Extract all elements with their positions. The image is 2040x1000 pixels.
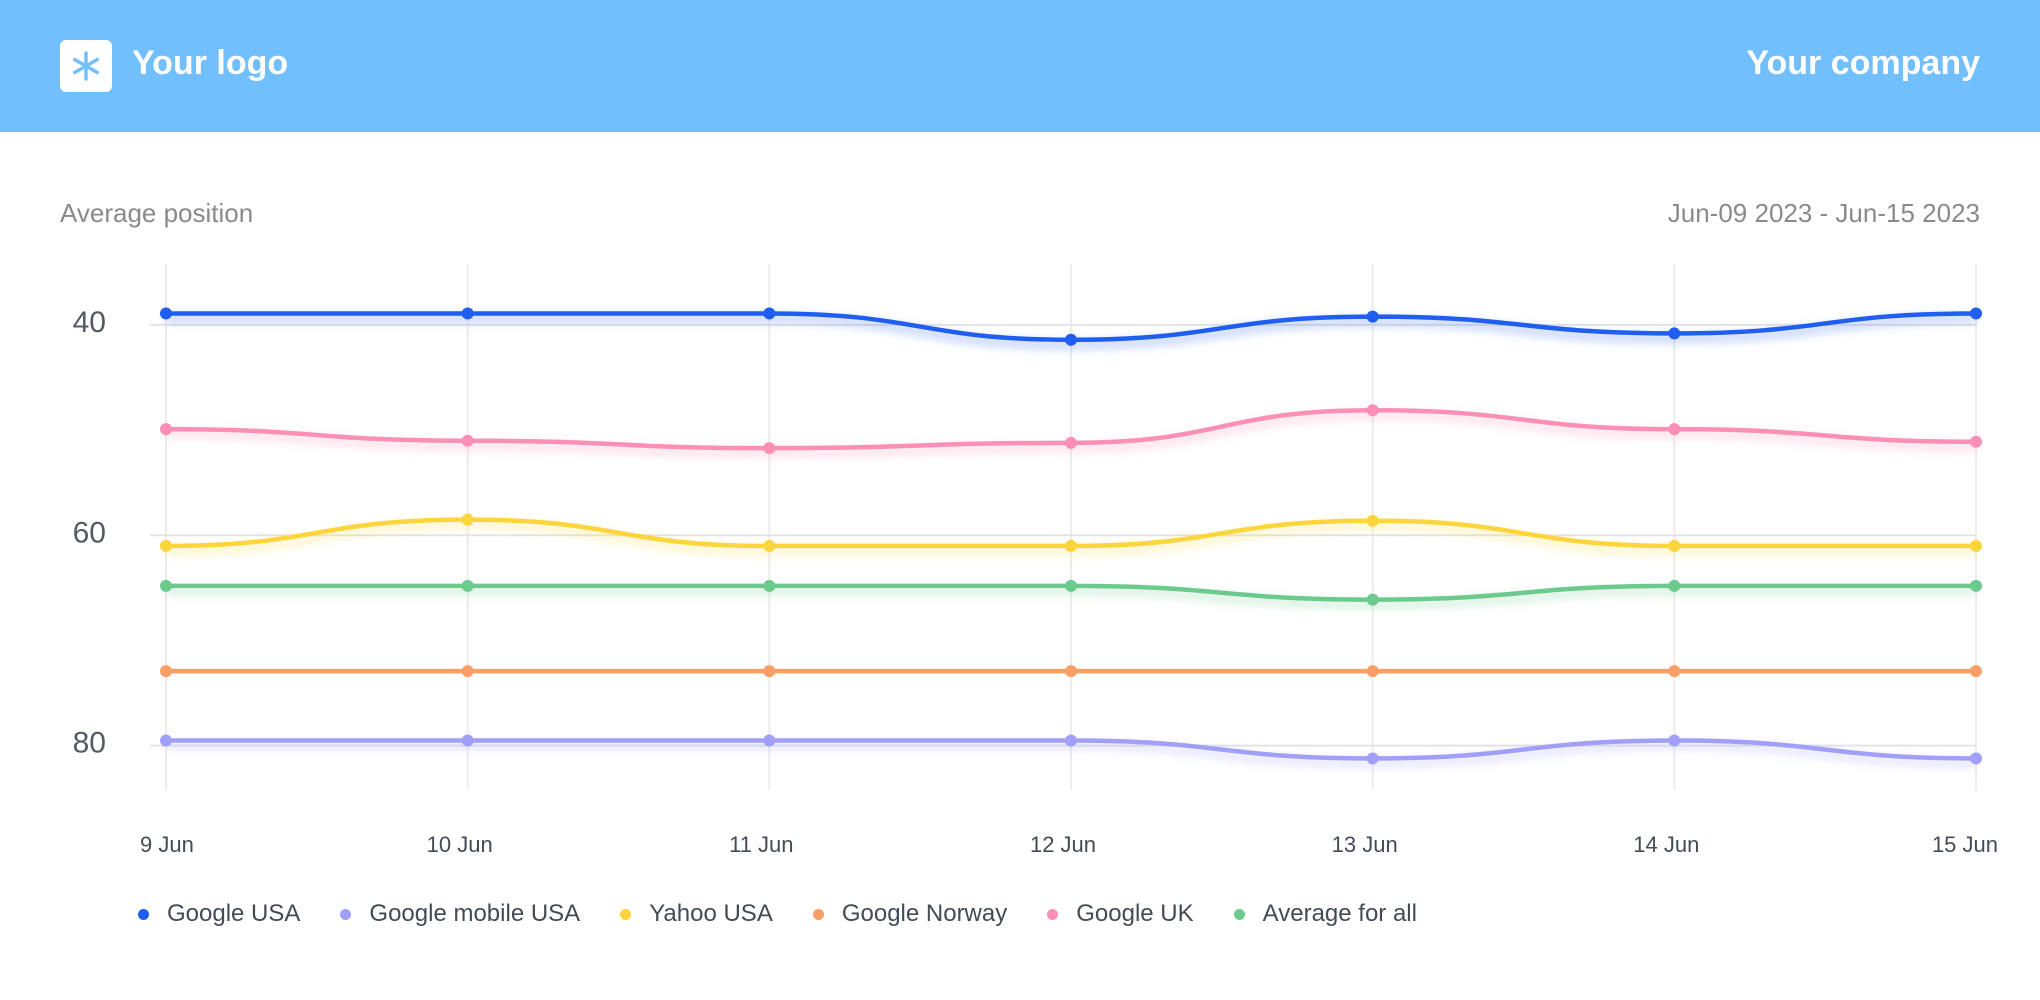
legend-label: Average for all: [1262, 900, 1417, 927]
data-point: [461, 734, 474, 747]
legend-dot: [138, 908, 149, 920]
data-point: [1366, 665, 1379, 678]
data-point: [763, 734, 776, 747]
data-point: [1668, 734, 1681, 747]
x-tick-label: 10 Jun: [427, 832, 493, 857]
legend-label: Google mobile USA: [369, 900, 581, 927]
asterisk-icon: [72, 51, 99, 81]
data-point: [461, 513, 474, 526]
data-point: [1970, 307, 1982, 320]
x-tick-label: 11 Jun: [729, 832, 793, 857]
legend-label: Google UK: [1076, 900, 1194, 927]
legend-label: Google USA: [167, 900, 301, 927]
data-point: [1970, 665, 1982, 678]
data-point: [1970, 752, 1982, 765]
data-point: [1065, 579, 1077, 592]
data-point: [1970, 579, 1982, 592]
legend-item[interactable]: Google USA: [138, 900, 300, 928]
legend-item[interactable]: Google Norway: [812, 900, 1008, 928]
legend-dot: [620, 908, 632, 920]
data-point: [763, 579, 776, 592]
y-tick-label: 60: [73, 516, 106, 549]
data-point: [461, 434, 474, 447]
legend-dot: [340, 908, 352, 920]
legend-dot: [1233, 908, 1245, 920]
legend-item[interactable]: Yahoo USA: [620, 900, 773, 928]
x-tick-label: 13 Jun: [1332, 832, 1398, 857]
legend-item[interactable]: Average for all: [1233, 900, 1417, 928]
data-point: [1065, 333, 1077, 346]
data-point: [461, 665, 474, 678]
data-point: [1366, 593, 1379, 606]
data-point: [1366, 310, 1379, 323]
legend-dot: [812, 908, 824, 920]
data-point: [160, 734, 172, 747]
logo[interactable]: [60, 40, 112, 92]
data-point: [1668, 327, 1681, 340]
x-tick-label: 9 Jun: [140, 832, 194, 857]
y-tick-label: 80: [73, 727, 106, 760]
x-tick-label: 12 Jun: [1030, 832, 1096, 857]
header-bar: Your logo Your company: [0, 0, 2040, 132]
data-point: [1366, 404, 1379, 417]
legend-item[interactable]: Google UK: [1047, 900, 1194, 928]
data-point: [763, 539, 776, 552]
x-tick-label: 14 Jun: [1633, 832, 1699, 857]
y-tick-label: 40: [73, 306, 106, 339]
data-point: [763, 307, 776, 320]
data-point: [1970, 435, 1982, 448]
chart-subtitle: Average position: [60, 198, 254, 228]
company-name: Your company: [1746, 44, 1980, 82]
data-point: [160, 307, 172, 320]
data-point: [1668, 539, 1681, 552]
data-point: [1668, 579, 1681, 592]
data-point: [160, 539, 172, 552]
data-point: [1668, 665, 1681, 678]
data-point: [1065, 734, 1077, 747]
data-point: [1065, 436, 1077, 449]
legend-item[interactable]: Google mobile USA: [340, 900, 580, 928]
line-chart: 40 60 80 9 Jun 10 Jun 11 Jun 12 Jun 13 Jun 14 Ju…: [73, 264, 1998, 857]
data-point: [461, 307, 474, 320]
legend-label: Yahoo USA: [649, 900, 773, 927]
data-point: [160, 665, 172, 678]
data-point: [461, 579, 474, 592]
data-point: [1970, 539, 1982, 552]
data-point: [763, 665, 776, 678]
data-point: [1668, 423, 1681, 436]
data-point: [1065, 665, 1077, 678]
data-point: [160, 579, 172, 592]
data-point: [1366, 514, 1379, 527]
x-tick-label: 15 Jun: [1932, 832, 1998, 857]
legend-dot: [1047, 908, 1059, 920]
logo-label: Your logo: [132, 44, 289, 82]
date-range: Jun-09 2023 - Jun-15 2023: [1667, 198, 1980, 228]
data-point: [1065, 539, 1077, 552]
chart-legend: Google USA Google mobile USA Yahoo USA Goog…: [138, 900, 1417, 928]
legend-label: Google Norway: [841, 900, 1008, 927]
data-point: [160, 423, 172, 436]
data-point: [763, 442, 776, 455]
data-point: [1366, 752, 1379, 765]
